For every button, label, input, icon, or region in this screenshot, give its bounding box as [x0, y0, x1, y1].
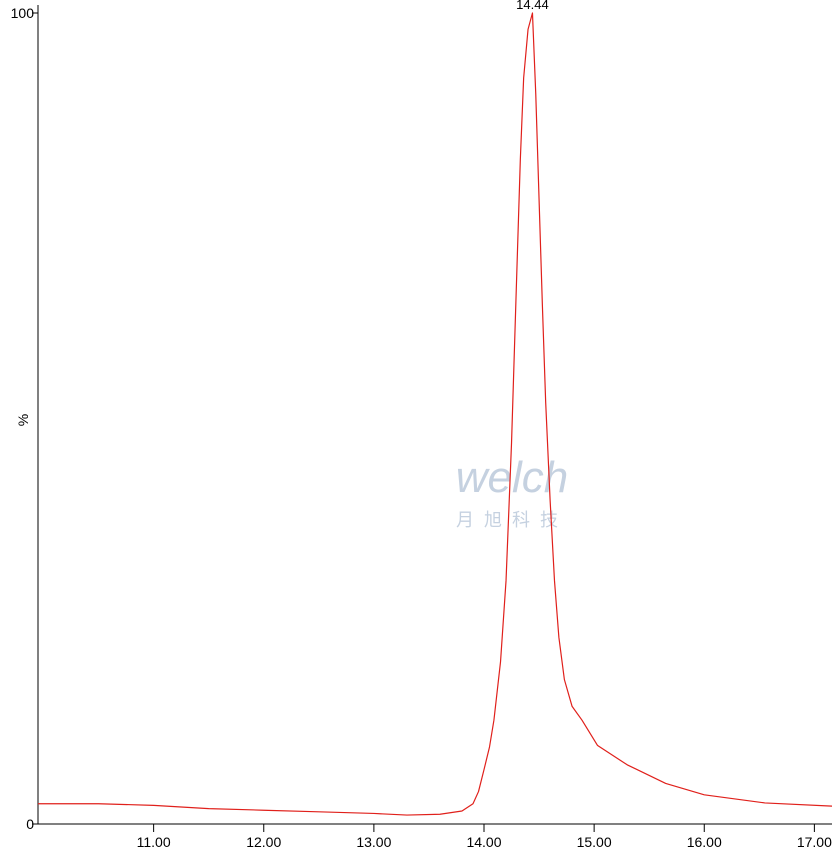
x-tick-label: 11.00: [137, 834, 171, 850]
x-tick-label: 12.00: [246, 834, 281, 850]
y-tick-label: 0: [26, 816, 34, 832]
watermark: welch: [456, 453, 569, 502]
x-tick-label: 13.00: [356, 834, 391, 850]
x-tick-label: 17.00: [797, 834, 832, 850]
y-tick-label: 100: [11, 5, 35, 21]
peak-label: 14.44: [516, 0, 549, 12]
y-axis-label: %: [15, 414, 31, 426]
x-tick-label: 14.00: [466, 834, 501, 850]
x-tick-label: 16.00: [687, 834, 722, 850]
watermark-subtitle: 月旭科技: [456, 510, 568, 530]
trace-line: [38, 12, 832, 816]
x-tick-label: 15.00: [577, 834, 612, 850]
